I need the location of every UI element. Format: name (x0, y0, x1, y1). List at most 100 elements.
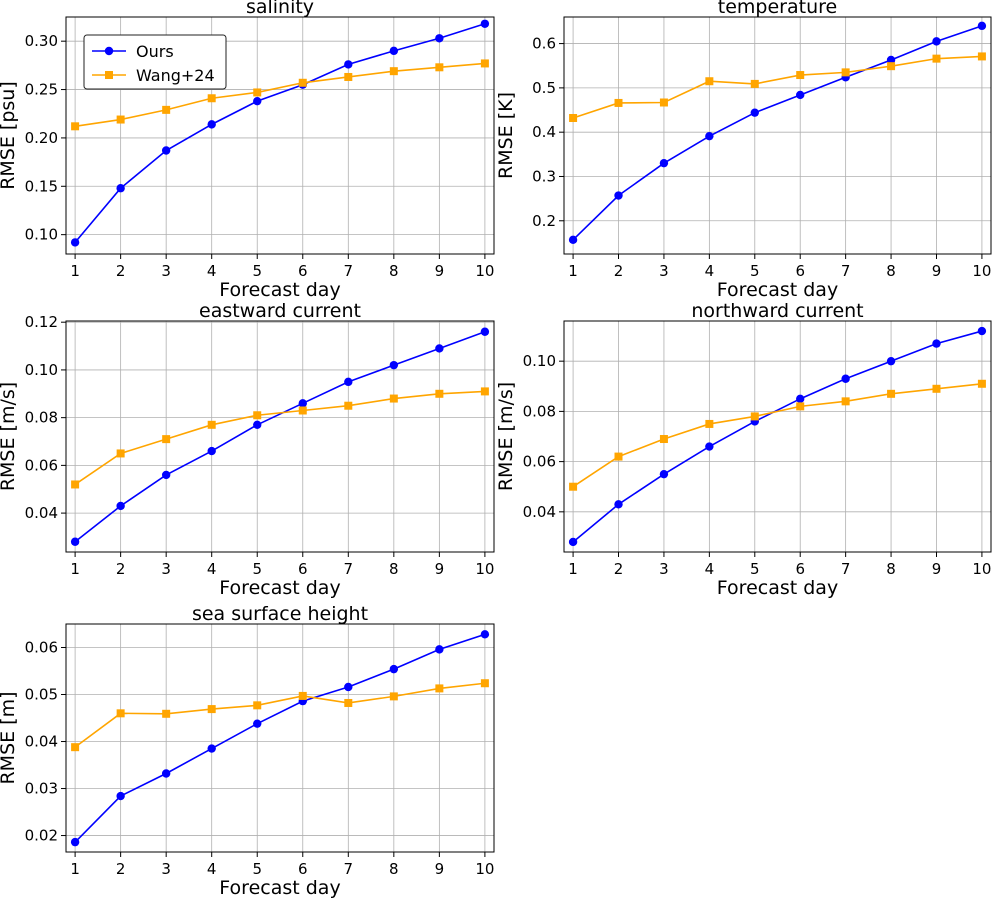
data-point-circle (161, 769, 171, 778)
series-line-1 (572, 55, 982, 119)
x-tick-label: 3 (659, 262, 669, 280)
data-point-circle (977, 326, 987, 336)
data-point-square (162, 105, 171, 114)
x-axis-label: Forecast day (219, 577, 340, 599)
axes-frame (65, 16, 495, 255)
axes-frame (65, 320, 495, 553)
data-point-square (796, 402, 805, 411)
y-tick-label: 0.02 (25, 827, 58, 845)
data-point-square (750, 412, 759, 421)
x-tick-label: 4 (207, 860, 217, 878)
y-axis-label: RMSE [m/s] (495, 382, 517, 491)
y-tick-label: 0.08 (523, 402, 556, 420)
data-point-square (887, 62, 896, 71)
data-point-square (659, 435, 668, 444)
data-point-square (705, 419, 714, 428)
x-tick-label: 1 (70, 262, 80, 280)
data-point-circle (480, 630, 490, 639)
series-line-1 (74, 390, 485, 486)
axes-frame (65, 623, 495, 853)
x-tick-label: 9 (435, 262, 445, 280)
x-tick-label: 3 (161, 860, 171, 878)
data-point-square (435, 389, 444, 398)
x-tick-label: 7 (344, 860, 354, 878)
x-tick-label: 4 (207, 560, 217, 578)
data-point-square (796, 71, 805, 80)
data-point-square (569, 482, 578, 491)
axes-frame (563, 320, 992, 553)
y-tick-label: 0.03 (25, 780, 58, 798)
x-tick-label: 1 (568, 262, 578, 280)
data-point-circle (435, 645, 444, 654)
x-tick-label: 3 (659, 560, 669, 578)
x-tick-label: 8 (886, 262, 896, 280)
y-tick-label: 0.06 (25, 639, 58, 657)
x-tick-label: 4 (705, 560, 715, 578)
x-axis-label: Forecast day (717, 577, 838, 599)
x-tick-label: 6 (795, 560, 805, 578)
data-point-circle (659, 469, 669, 479)
data-point-circle (161, 146, 171, 155)
data-point-square (71, 480, 80, 489)
data-point-circle (389, 360, 399, 370)
x-tick-label: 5 (252, 860, 262, 878)
data-point-square (207, 420, 216, 429)
x-tick-label: 2 (116, 560, 126, 578)
data-point-circle (207, 744, 216, 753)
series-line-1 (74, 682, 485, 748)
data-point-circle (70, 238, 80, 247)
data-point-square (298, 406, 307, 415)
data-point-square (932, 54, 941, 63)
y-tick-label: 0.10 (523, 352, 556, 370)
y-tick-label: 0.15 (25, 177, 58, 195)
chart-title: temperature (718, 0, 837, 18)
x-axis-label: Forecast day (219, 279, 340, 301)
x-tick-label: 10 (475, 262, 494, 280)
y-tick-label: 0.30 (25, 32, 58, 50)
data-point-circle (344, 682, 353, 692)
data-point-square (977, 52, 986, 61)
y-tick-label: 0.10 (25, 361, 58, 379)
chart-panel-2: 1 2 3 4 5 6 7 8 9 10 0.04 0.06 0.08 0.10 0.12 eastward … (0, 300, 495, 599)
x-tick-label: 10 (475, 860, 494, 878)
data-point-square (116, 709, 125, 718)
x-tick-label: 5 (252, 560, 262, 578)
chart-panel-3: 1 2 3 4 5 6 7 8 9 10 0.04 0.06 0.08 0.10 northward cur… (495, 300, 992, 599)
data-point-square (977, 379, 986, 388)
y-tick-label: 0.06 (523, 453, 556, 471)
data-point-square (298, 691, 307, 700)
x-tick-label: 7 (841, 560, 851, 578)
x-tick-label: 9 (932, 560, 942, 578)
data-point-circle (932, 339, 941, 348)
x-axis-label: Forecast day (717, 279, 838, 301)
chart-title: northward current (691, 300, 863, 322)
data-point-circle (614, 500, 623, 509)
data-point-square (116, 449, 125, 458)
data-point-square (841, 397, 850, 406)
data-point-square (614, 98, 623, 107)
y-tick-label: 0.4 (532, 123, 556, 141)
data-point-square (435, 684, 444, 693)
data-point-square (253, 88, 262, 97)
data-point-square (207, 94, 216, 103)
x-tick-label: 4 (705, 262, 715, 280)
y-axis-label: RMSE [m/s] (0, 382, 19, 491)
y-tick-label: 0.04 (25, 504, 58, 522)
y-tick-label: 0.6 (532, 35, 556, 53)
data-point-circle (207, 120, 216, 129)
data-point-circle (344, 377, 353, 387)
data-point-square (298, 78, 307, 87)
data-point-circle (568, 235, 578, 245)
data-point-circle (886, 55, 896, 65)
data-point-square (841, 68, 850, 77)
y-tick-label: 0.10 (25, 226, 58, 244)
data-point-square (344, 698, 353, 707)
y-tick-label: 0.3 (532, 167, 556, 185)
data-point-square (614, 452, 623, 461)
data-point-circle (796, 394, 805, 404)
x-tick-label: 8 (389, 560, 399, 578)
x-tick-label: 8 (389, 860, 399, 878)
data-point-square (389, 394, 398, 403)
x-tick-label: 1 (70, 560, 80, 578)
data-point-circle (435, 34, 444, 43)
